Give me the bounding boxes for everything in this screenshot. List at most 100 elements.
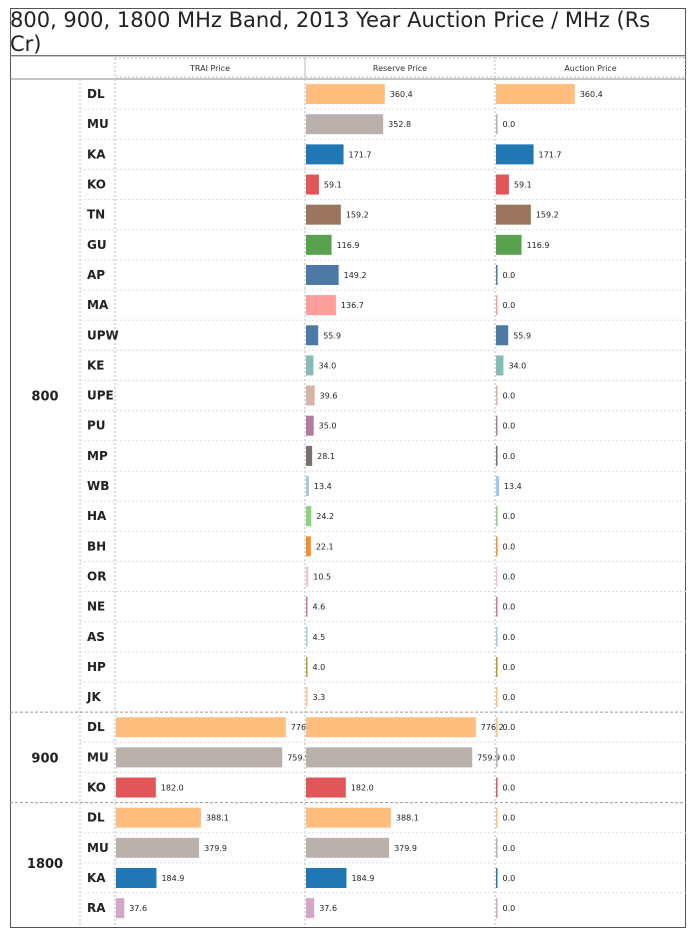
value-label: 35.0 xyxy=(319,422,337,431)
value-label: 4.5 xyxy=(313,633,326,642)
value-label: 116.9 xyxy=(527,241,550,250)
bar-1800-MU-trai xyxy=(116,837,200,858)
circle-label: KE xyxy=(87,358,105,372)
band-label-800: 800 xyxy=(31,390,58,405)
bar-800-DL-reserve xyxy=(306,84,385,105)
circle-label: WB xyxy=(87,479,109,493)
circle-label: UPW xyxy=(87,328,119,342)
bar-800-HA-reserve xyxy=(306,506,312,527)
value-label: 171.7 xyxy=(349,150,372,159)
bar-900-KO-auction xyxy=(496,777,498,798)
bar-800-AP-auction xyxy=(496,264,498,285)
value-label: 379.9 xyxy=(204,844,227,853)
bar-800-TN-auction xyxy=(496,204,531,225)
value-label: 0.0 xyxy=(503,603,516,612)
value-label: 136.7 xyxy=(341,301,364,310)
circle-label: DL xyxy=(87,87,105,101)
column-header-reserve: Reserve Price xyxy=(373,64,427,73)
circle-label: AS xyxy=(87,630,105,644)
circle-label: KO xyxy=(87,178,106,192)
value-label: 149.2 xyxy=(344,271,367,280)
circle-label: MU xyxy=(87,117,109,131)
circle-label: KA xyxy=(87,871,106,885)
bar-900-DL-trai xyxy=(116,717,286,738)
circle-label: KO xyxy=(87,781,106,795)
circle-label: DL xyxy=(87,720,105,734)
column-header-box xyxy=(114,57,306,78)
bar-800-MU-reserve xyxy=(306,114,384,135)
circle-label: UPE xyxy=(87,389,114,403)
value-label: 0.0 xyxy=(503,422,516,431)
value-label: 171.7 xyxy=(539,150,562,159)
value-label: 59.1 xyxy=(514,181,532,190)
column-header-box xyxy=(494,57,687,78)
bar-1800-MU-reserve xyxy=(306,837,390,858)
value-label: 4.6 xyxy=(313,603,326,612)
value-label: 759.9 xyxy=(287,753,310,762)
bar-900-MU-reserve xyxy=(306,747,473,768)
bar-800-TN-reserve xyxy=(306,204,341,225)
circle-label: HA xyxy=(87,509,107,523)
value-label: 37.6 xyxy=(129,904,147,913)
value-label: 0.0 xyxy=(503,572,516,581)
value-label: 0.0 xyxy=(503,814,516,823)
circle-label: OR xyxy=(87,569,106,583)
value-label: 0.0 xyxy=(503,904,516,913)
bar-1800-RA-auction xyxy=(496,898,498,919)
circle-label: AP xyxy=(87,268,105,282)
circle-label: KA xyxy=(87,147,106,161)
bar-800-AP-reserve xyxy=(306,264,339,285)
value-label: 34.0 xyxy=(318,361,336,370)
value-label: 388.1 xyxy=(206,814,229,823)
value-label: 0.0 xyxy=(503,301,516,310)
value-label: 759.9 xyxy=(477,753,500,762)
bar-800-OR-auction xyxy=(496,566,498,587)
bar-800-WB-reserve xyxy=(306,476,309,497)
value-label: 182.0 xyxy=(161,784,184,793)
bar-800-JK-reserve xyxy=(306,687,308,708)
circle-label: MP xyxy=(87,449,108,463)
circle-label: MU xyxy=(87,841,109,855)
bar-900-MU-trai xyxy=(116,747,283,768)
value-label: 0.0 xyxy=(503,120,516,129)
bar-800-UPE-auction xyxy=(496,385,498,406)
bar-1800-DL-auction xyxy=(496,807,498,828)
value-label: 0.0 xyxy=(503,633,516,642)
value-label: 22.1 xyxy=(316,542,334,551)
value-label: 360.4 xyxy=(580,90,603,99)
bar-800-JK-auction xyxy=(496,687,498,708)
circle-label: JK xyxy=(86,690,101,704)
bar-800-KE-reserve xyxy=(306,355,314,376)
circle-label: DL xyxy=(87,811,105,825)
bar-800-MA-reserve xyxy=(306,295,336,316)
bar-1800-RA-trai xyxy=(116,898,125,919)
value-label: 182.0 xyxy=(351,784,374,793)
value-label: 360.4 xyxy=(390,90,413,99)
bar-800-MP-reserve xyxy=(306,445,313,466)
bar-800-UPE-reserve xyxy=(306,385,315,406)
bar-800-KO-auction xyxy=(496,174,509,195)
value-label: 184.9 xyxy=(161,874,184,883)
value-label: 352.8 xyxy=(388,120,411,129)
value-label: 776.2 xyxy=(291,723,314,732)
bar-900-DL-auction xyxy=(496,717,498,738)
circle-label: BH xyxy=(87,539,106,553)
bar-1800-KA-trai xyxy=(116,867,157,888)
circle-label: RA xyxy=(87,901,106,915)
value-label: 0.0 xyxy=(503,844,516,853)
bar-800-HA-auction xyxy=(496,506,498,527)
circle-label: PU xyxy=(87,419,106,433)
column-header-auction: Auction Price xyxy=(564,64,616,73)
bar-800-KA-auction xyxy=(496,144,534,165)
value-label: 388.1 xyxy=(396,814,419,823)
chart-frame xyxy=(10,8,686,928)
bar-800-AS-auction xyxy=(496,626,498,647)
circle-label: MU xyxy=(87,750,109,764)
bar-800-PU-auction xyxy=(496,415,498,436)
value-label: 159.2 xyxy=(536,211,559,220)
bar-800-NE-reserve xyxy=(306,596,308,617)
value-label: 24.2 xyxy=(316,512,334,521)
value-label: 55.9 xyxy=(323,331,341,340)
bar-900-KO-trai xyxy=(116,777,156,798)
value-label: 0.0 xyxy=(503,723,516,732)
